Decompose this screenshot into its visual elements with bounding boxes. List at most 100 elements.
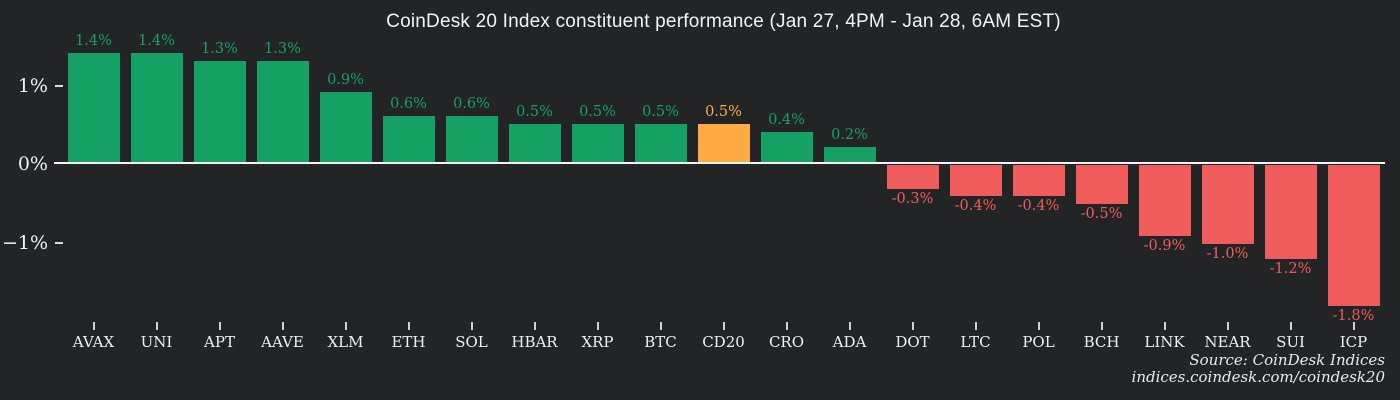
x-tick-mark-cd20 (722, 322, 725, 330)
bar-column-ada: 0.2% ADA (818, 45, 881, 355)
x-tick-mark-btc (659, 322, 662, 330)
value-label-xlm: 0.9% (327, 72, 364, 88)
value-label-near: -1.0% (1206, 246, 1249, 262)
x-tick-mark-eth (407, 322, 410, 330)
bar-avax (67, 53, 120, 163)
bar-sui (1264, 165, 1317, 259)
x-category-label-apt: APT (204, 333, 235, 351)
value-label-hbar: 0.5% (516, 104, 553, 120)
bar-aave (256, 61, 309, 163)
value-label-link: -0.9% (1143, 238, 1186, 254)
source-line-2: indices.coindesk.com/coindesk20 (1131, 368, 1385, 386)
value-label-icp: -1.8% (1332, 308, 1375, 324)
value-label-ltc: -0.4% (954, 198, 997, 214)
bar-column-xrp: 0.5% XRP (566, 45, 629, 355)
value-label-ada: 0.2% (831, 127, 868, 143)
bar-near (1201, 165, 1254, 244)
bar-sol (445, 116, 498, 163)
value-label-aave: 1.3% (264, 41, 301, 57)
value-label-uni: 1.4% (138, 33, 175, 49)
x-tick-mark-xrp (596, 322, 599, 330)
y-tick-label-minus1: −1% (1, 232, 48, 254)
x-tick-mark-icp (1352, 322, 1355, 330)
value-label-cro: 0.4% (768, 112, 805, 128)
bar-xrp (571, 124, 624, 163)
value-label-dot: -0.3% (891, 191, 934, 207)
x-category-label-icp: ICP (1339, 333, 1368, 351)
bar-column-apt: 1.3% APT (188, 41, 251, 355)
bar-column-sui: -1.2% SUI (1259, 45, 1322, 355)
bar-link (1138, 165, 1191, 236)
bar-ltc (949, 165, 1002, 196)
bar-dot (886, 165, 939, 189)
x-category-label-pol: POL (1022, 333, 1055, 351)
value-label-sui: -1.2% (1269, 261, 1312, 277)
x-tick-mark-sui (1289, 322, 1292, 330)
source-attribution: Source: CoinDesk Indices indices.coindes… (1132, 352, 1385, 386)
x-tick-mark-xlm (344, 322, 347, 330)
bar-column-near: -1.0% NEAR (1196, 45, 1259, 355)
chart-title: CoinDesk 20 Index constituent performanc… (386, 11, 1061, 32)
bar-xlm (319, 92, 372, 163)
x-tick-mark-uni (155, 322, 158, 330)
value-label-btc: 0.5% (642, 104, 679, 120)
y-tick-label-plus1: 1% (17, 75, 48, 97)
bar-column-ltc: -0.4% LTC (944, 45, 1007, 355)
bar-bch (1075, 165, 1128, 204)
bar-column-uni: 1.4% UNI (125, 33, 188, 355)
x-category-label-xlm: XLM (327, 333, 364, 351)
source-line-1: Source: CoinDesk Indices (1189, 351, 1385, 369)
x-category-label-hbar: HBAR (511, 333, 558, 351)
bar-column-btc: 0.5% BTC (629, 45, 692, 355)
y-tick-mark-minus1 (55, 242, 63, 244)
x-tick-mark-apt (218, 322, 221, 330)
bar-btc (634, 124, 687, 163)
bar-column-xlm: 0.9% XLM (314, 45, 377, 355)
bar-column-sol: 0.6% SOL (440, 45, 503, 355)
value-label-xrp: 0.5% (579, 104, 616, 120)
value-label-sol: 0.6% (453, 96, 490, 112)
x-tick-mark-hbar (533, 322, 536, 330)
value-label-cd20: 0.5% (705, 104, 742, 120)
x-category-label-eth: ETH (391, 333, 426, 351)
x-category-label-ltc: LTC (960, 333, 991, 351)
bar-ada (823, 147, 876, 163)
x-tick-mark-bch (1100, 322, 1103, 330)
x-tick-mark-link (1163, 322, 1166, 330)
zero-baseline (54, 162, 1385, 164)
value-label-apt: 1.3% (201, 41, 238, 57)
bar-column-hbar: 0.5% HBAR (503, 45, 566, 355)
x-category-label-btc: BTC (644, 333, 677, 351)
bar-column-cd20: 0.5% CD20 (692, 45, 755, 355)
bar-hbar (508, 124, 561, 163)
x-tick-mark-cro (785, 322, 788, 330)
x-tick-mark-sol (470, 322, 473, 330)
x-tick-mark-pol (1037, 322, 1040, 330)
x-tick-mark-ada (848, 322, 851, 330)
bar-column-bch: -0.5% BCH (1070, 45, 1133, 355)
bar-column-icp: -1.8% ICP (1322, 45, 1385, 355)
value-label-bch: -0.5% (1080, 206, 1123, 222)
x-category-label-cd20: CD20 (702, 333, 745, 351)
bar-uni (130, 53, 183, 163)
x-category-label-uni: UNI (140, 333, 173, 351)
value-label-eth: 0.6% (390, 96, 427, 112)
plot-area: 1.4% AVAX 1.4% UNI 1.3% APT 1.3% AAVE 0.9% XLM 0.6… (54, 33, 1385, 355)
x-tick-mark-aave (281, 322, 284, 330)
x-tick-mark-ltc (974, 322, 977, 330)
bar-column-dot: -0.3% DOT (881, 45, 944, 355)
x-category-label-link: LINK (1144, 333, 1185, 351)
bar-icp (1327, 165, 1380, 306)
bar-column-avax: 1.4% AVAX (62, 33, 125, 355)
bar-column-cro: 0.4% CRO (755, 45, 818, 355)
x-category-label-avax: AVAX (72, 333, 115, 351)
x-category-label-xrp: XRP (581, 333, 614, 351)
x-category-label-ada: ADA (832, 333, 867, 351)
bar-column-link: -0.9% LINK (1133, 45, 1196, 355)
x-category-label-sol: SOL (455, 333, 488, 351)
bar-column-eth: 0.6% ETH (377, 45, 440, 355)
y-tick-label-zero: 0% (17, 153, 48, 175)
x-category-label-near: NEAR (1204, 333, 1251, 351)
x-tick-mark-avax (92, 322, 95, 330)
